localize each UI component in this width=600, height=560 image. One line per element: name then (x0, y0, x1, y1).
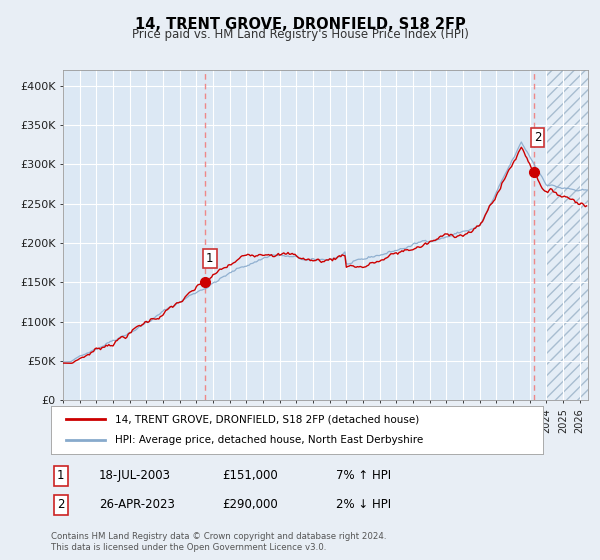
Text: £290,000: £290,000 (222, 498, 278, 511)
Text: 26-APR-2023: 26-APR-2023 (99, 498, 175, 511)
Text: HPI: Average price, detached house, North East Derbyshire: HPI: Average price, detached house, Nort… (115, 435, 423, 445)
Text: 14, TRENT GROVE, DRONFIELD, S18 2FP: 14, TRENT GROVE, DRONFIELD, S18 2FP (134, 17, 466, 32)
Text: 1: 1 (57, 469, 65, 482)
Text: 2: 2 (533, 131, 541, 144)
Text: 1: 1 (206, 252, 214, 265)
Bar (547, 70, 588, 400)
Text: 2: 2 (57, 498, 65, 511)
Text: 7% ↑ HPI: 7% ↑ HPI (336, 469, 391, 482)
Bar (547, 70, 588, 400)
Text: Contains HM Land Registry data © Crown copyright and database right 2024.
This d: Contains HM Land Registry data © Crown c… (51, 532, 386, 552)
Text: 2% ↓ HPI: 2% ↓ HPI (336, 498, 391, 511)
Text: 18-JUL-2003: 18-JUL-2003 (99, 469, 171, 482)
Text: 14, TRENT GROVE, DRONFIELD, S18 2FP (detached house): 14, TRENT GROVE, DRONFIELD, S18 2FP (det… (115, 414, 419, 424)
Text: Price paid vs. HM Land Registry's House Price Index (HPI): Price paid vs. HM Land Registry's House … (131, 28, 469, 41)
Text: £151,000: £151,000 (222, 469, 278, 482)
